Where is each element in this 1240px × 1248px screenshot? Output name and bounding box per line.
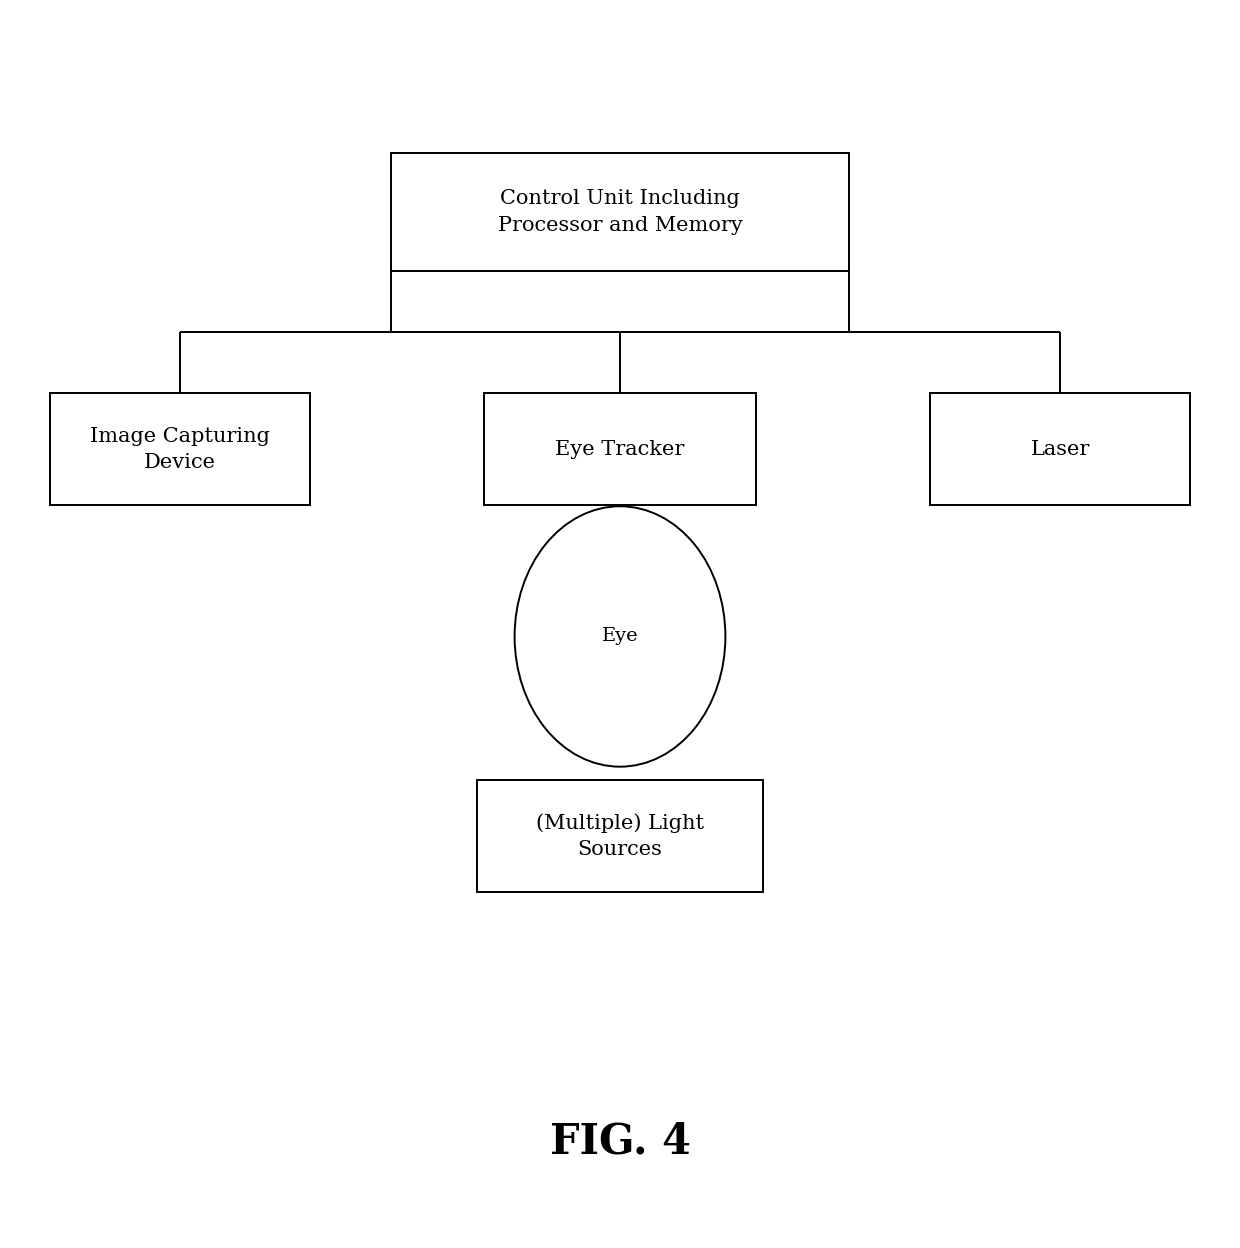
Text: Image Capturing
Device: Image Capturing Device — [89, 427, 270, 472]
Text: (Multiple) Light
Sources: (Multiple) Light Sources — [536, 814, 704, 859]
Bar — [477, 780, 763, 892]
Text: Eye Tracker: Eye Tracker — [556, 439, 684, 459]
Text: Laser: Laser — [1030, 439, 1090, 459]
Bar — [50, 393, 310, 505]
Bar — [391, 154, 849, 272]
Text: Control Unit Including
Processor and Memory: Control Unit Including Processor and Mem… — [497, 190, 743, 235]
Ellipse shape — [515, 507, 725, 766]
Text: Eye: Eye — [601, 628, 639, 645]
Bar — [930, 393, 1190, 505]
Bar — [484, 393, 756, 505]
Text: FIG. 4: FIG. 4 — [549, 1121, 691, 1163]
